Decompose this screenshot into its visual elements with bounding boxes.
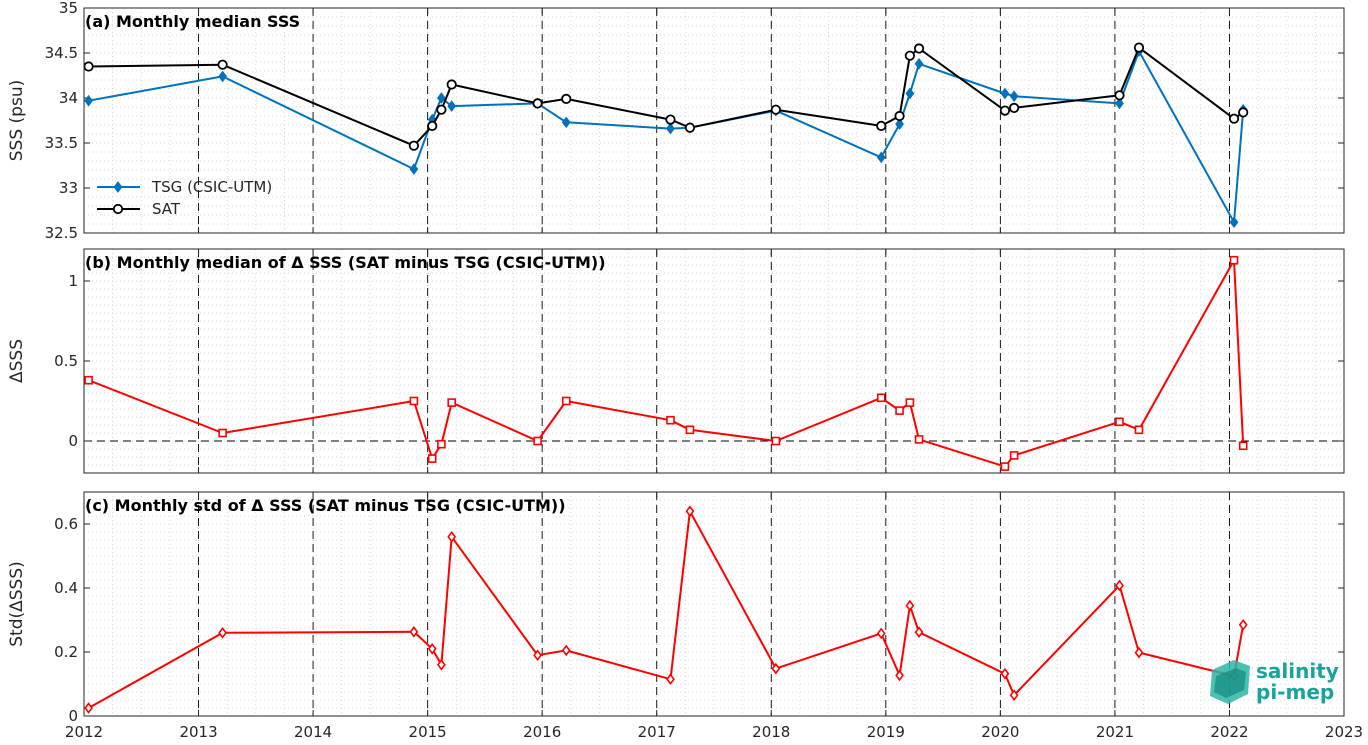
x-tick-label: 2017 [638, 723, 676, 741]
x-tick-label: 2013 [179, 723, 217, 741]
data-point [534, 438, 541, 445]
data-point [915, 44, 923, 52]
y-tick-label: 35 [59, 0, 78, 17]
data-point [1116, 418, 1123, 425]
data-point [1001, 463, 1008, 470]
panel-c: 0 0.2 0.4 0.6 2012 2013 2014 2015 2016 2017 2018 20… [7, 492, 1363, 741]
y-tick-label: 0.4 [54, 579, 78, 597]
data-point [877, 122, 885, 130]
data-point [437, 106, 445, 114]
y-tick-label: 32.5 [45, 224, 78, 242]
data-point [533, 99, 541, 107]
data-point [219, 430, 226, 437]
data-point [85, 377, 92, 384]
data-point [1231, 257, 1238, 264]
data-point [1135, 426, 1142, 433]
data-point [410, 398, 417, 405]
panel-title: (a) Monthly median SSS [85, 12, 300, 31]
x-tick-label: 2016 [523, 723, 561, 741]
data-point [438, 441, 445, 448]
data-point [1115, 91, 1123, 99]
x-tick-label: 2012 [65, 723, 103, 741]
data-point [1010, 104, 1018, 112]
data-point [1230, 115, 1238, 123]
y-axis-label: ΔSSS [7, 339, 27, 383]
panel-title: (b) Monthly median of Δ SSS (SAT minus T… [85, 253, 606, 272]
data-point [772, 438, 779, 445]
y-tick-label: 0.6 [54, 515, 78, 533]
panel-b: 0 0.5 1 ΔSSS (b) Monthly median of Δ SSS (SA… [7, 249, 1344, 473]
data-point [1240, 442, 1247, 449]
data-point [563, 398, 570, 405]
data-point [218, 60, 226, 68]
y-tick-label: 34 [59, 89, 78, 107]
data-point [84, 62, 92, 70]
data-point [686, 426, 693, 433]
data-point [896, 407, 903, 414]
y-tick-label: 0.2 [54, 643, 78, 661]
data-point [666, 115, 674, 123]
y-axis-label: Std(ΔSSS) [7, 561, 27, 647]
y-tick-label: 1 [68, 272, 78, 290]
data-point [1135, 43, 1143, 51]
data-point [667, 417, 674, 424]
data-point [906, 399, 913, 406]
legend-label: SAT [152, 200, 181, 218]
x-tick-label: 2021 [1096, 723, 1134, 741]
panel-a: 32.5 33 33.5 34 34.5 35 SSS (psu) (a) Monthly m… [7, 0, 1344, 242]
data-point [448, 399, 455, 406]
x-tick-label: 2015 [409, 723, 447, 741]
data-point [906, 52, 914, 60]
data-point [447, 80, 455, 88]
y-tick-label: 33.5 [45, 134, 78, 152]
data-point [1011, 452, 1018, 459]
data-point [429, 455, 436, 462]
logo-text-pimep: pi-mep [1256, 680, 1334, 704]
x-tick-label: 2022 [1210, 723, 1248, 741]
legend-marker [114, 205, 122, 213]
data-point [686, 124, 694, 132]
y-tick-label: 0 [68, 432, 78, 450]
x-tick-label: 2020 [981, 723, 1019, 741]
data-point [562, 95, 570, 103]
x-tick-label: 2014 [294, 723, 332, 741]
panel-title: (c) Monthly std of Δ SSS (SAT minus TSG … [85, 496, 566, 515]
y-tick-label: 0.5 [54, 352, 78, 370]
x-tick-label: 2023 [1325, 723, 1363, 741]
y-tick-label: 33 [59, 179, 78, 197]
data-point [1001, 106, 1009, 114]
legend-label: TSG (CSIC-UTM) [151, 178, 272, 196]
x-tick-label: 2018 [752, 723, 790, 741]
data-point [410, 142, 418, 150]
data-point [916, 436, 923, 443]
data-point [895, 112, 903, 120]
data-point [772, 106, 780, 114]
data-point [878, 394, 885, 401]
y-tick-label: 34.5 [45, 44, 78, 62]
data-point [428, 122, 436, 130]
x-tick-label: 2019 [867, 723, 905, 741]
y-axis-label: SSS (psu) [7, 80, 27, 161]
figure: 32.5 33 33.5 34 34.5 35 SSS (psu) (a) Monthly m… [0, 0, 1368, 745]
data-point [1239, 108, 1247, 116]
